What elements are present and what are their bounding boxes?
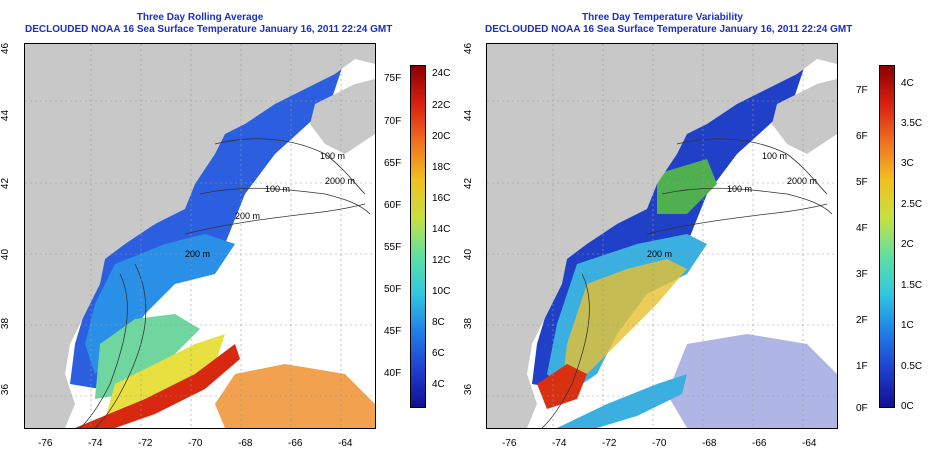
lat-tick: 38	[0, 317, 12, 330]
colorbar-c-label: 12C	[432, 255, 451, 266]
colorbar-c-label: 10C	[432, 286, 451, 297]
var-hot	[537, 364, 587, 409]
lat-tick: 44	[463, 109, 475, 122]
lon-tick: -76	[38, 438, 53, 449]
colorbar-c-label: 14C	[432, 224, 451, 235]
nova-scotia	[772, 79, 837, 154]
contour-label: 2000 m	[787, 176, 817, 186]
colorbar-f-label: 50F	[384, 284, 402, 295]
contour-label: 100 m	[762, 151, 787, 161]
var-offshore	[667, 334, 837, 428]
lon-tick: -70	[188, 438, 203, 449]
colorbar-f-label: 2F	[856, 315, 868, 326]
right-title: Three Day Temperature Variability	[582, 12, 743, 23]
lon-tick: -76	[502, 438, 517, 449]
colorbar-c-label: 6C	[432, 348, 445, 359]
contour-label: 100 m	[265, 184, 290, 194]
var-shelf2	[657, 159, 717, 214]
lat-tick: 46	[463, 42, 475, 55]
lat-tick: 40	[0, 248, 12, 261]
lat-tick: 36	[463, 383, 475, 396]
colorbar-c-label: 3C	[901, 158, 914, 169]
contour-label: 200 m	[647, 249, 672, 259]
contour-label: 200 m	[185, 249, 210, 259]
colorbar-c-label: 24C	[432, 68, 451, 79]
colorbar-f-label: 55F	[384, 242, 402, 253]
colorbar-f-label: 0F	[856, 403, 868, 414]
colorbar-f-label: 45F	[384, 326, 402, 337]
right-map: 100 m 100 m 2000 m 200 m	[486, 43, 838, 429]
contour-label: 100 m	[727, 184, 752, 194]
right-panel: Three Day Temperature Variability DECLOU…	[463, 0, 950, 475]
colorbar-c-label: 4C	[432, 379, 445, 390]
colorbar-f-label: 65F	[384, 158, 402, 169]
colorbar-f-label: 60F	[384, 200, 402, 211]
var-stream	[557, 374, 687, 428]
lon-tick: -66	[752, 438, 767, 449]
colorbar-f-label: 70F	[384, 116, 402, 127]
colorbar-c-label: 2C	[901, 239, 914, 250]
lat-tick: 42	[463, 177, 475, 190]
colorbar-f-label: 1F	[856, 361, 868, 372]
nova-scotia	[310, 79, 375, 154]
colorbar-f-label: 5F	[856, 177, 868, 188]
sst-mid	[95, 314, 200, 399]
lon-tick: -72	[602, 438, 617, 449]
colorbar-c-label: 1.5C	[901, 280, 923, 291]
colorbar-c-label: 1C	[901, 320, 914, 331]
right-colorbar	[879, 65, 895, 408]
lat-tick: 46	[0, 42, 12, 55]
colorbar-c-label: 22C	[432, 100, 451, 111]
colorbar-f-label: 4F	[856, 223, 868, 234]
colorbar-c-label: 16C	[432, 193, 451, 204]
colorbar-c-label: 0C	[901, 401, 914, 412]
left-subtitle: DECLOUDED NOAA 16 Sea Surface Temperatur…	[25, 24, 393, 35]
sst-warm	[105, 334, 225, 419]
colorbar-f-label: 75F	[384, 73, 402, 84]
colorbar-c-label: 18C	[432, 162, 451, 173]
contour-label: 200 m	[235, 211, 260, 221]
left-panel: Three Day Rolling Average DECLOUDED NOAA…	[0, 12, 451, 449]
colorbar-f-label: 40F	[384, 368, 402, 379]
lon-tick: -68	[238, 438, 253, 449]
colorbar-c-label: 3.5C	[901, 118, 923, 129]
colorbar-c-label: 4C	[901, 78, 914, 89]
lat-tick: 42	[0, 177, 12, 190]
lon-tick: -74	[88, 438, 103, 449]
lon-tick: -66	[288, 438, 303, 449]
lon-tick: -64	[802, 438, 817, 449]
right-subtitle: DECLOUDED NOAA 16 Sea Surface Temperatur…	[485, 24, 853, 35]
var-high	[562, 259, 687, 389]
colorbar-f-label: 3F	[856, 269, 868, 280]
lon-tick: -72	[138, 438, 153, 449]
land-mass	[25, 44, 375, 428]
lat-tick: 38	[463, 317, 475, 330]
lat-tick: 40	[463, 248, 475, 261]
lon-tick: -68	[702, 438, 717, 449]
contour-label: 2000 m	[325, 176, 355, 186]
left-map: 100 m 100 m 2000 m 200 m 200 m	[24, 43, 376, 429]
colorbar-c-label: 8C	[432, 317, 445, 328]
left-colorbar	[410, 65, 426, 408]
colorbar-c-label: 0.5C	[901, 361, 923, 372]
colorbar-c-label: 20C	[432, 131, 451, 142]
lat-tick: 36	[0, 383, 12, 396]
colorbar-c-label: 2.5C	[901, 199, 923, 210]
contour-label: 100 m	[320, 151, 345, 161]
sst-stream	[75, 344, 240, 428]
left-title: Three Day Rolling Average	[136, 12, 264, 23]
land-mass	[487, 44, 837, 428]
colorbar-f-label: 7F	[856, 85, 868, 96]
lon-tick: -74	[552, 438, 567, 449]
lon-tick: -64	[338, 438, 353, 449]
colorbar-f-label: 6F	[856, 131, 868, 142]
lon-tick: -70	[652, 438, 667, 449]
lat-tick: 44	[0, 109, 12, 122]
